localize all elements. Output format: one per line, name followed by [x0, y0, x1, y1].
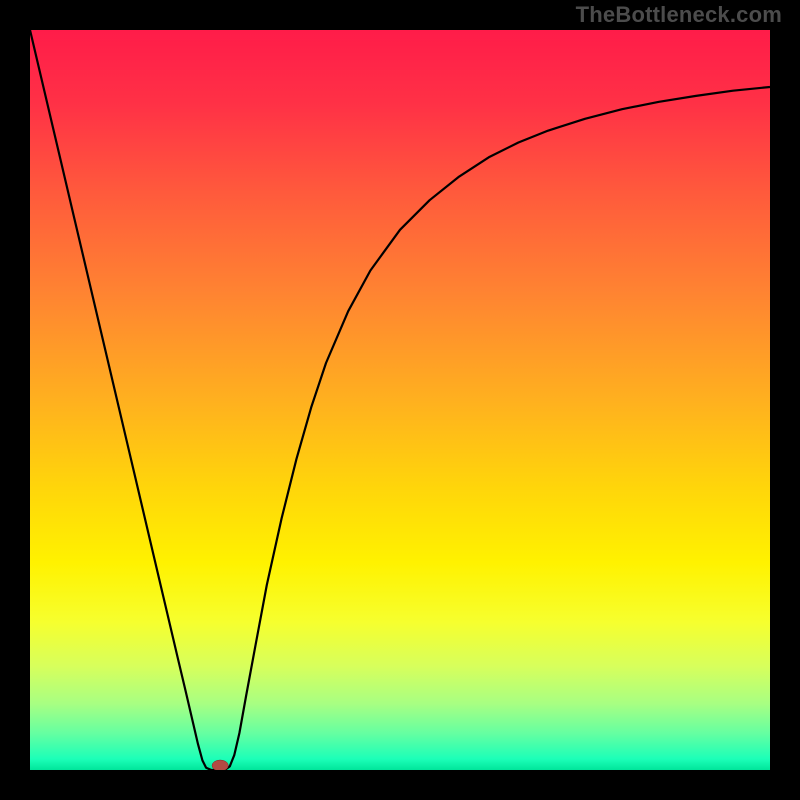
plot-frame [30, 30, 770, 770]
bottleneck-curve-chart [30, 30, 770, 770]
minimum-marker-dot [212, 760, 228, 770]
gradient-background [30, 30, 770, 770]
watermark-text: TheBottleneck.com [576, 2, 782, 28]
